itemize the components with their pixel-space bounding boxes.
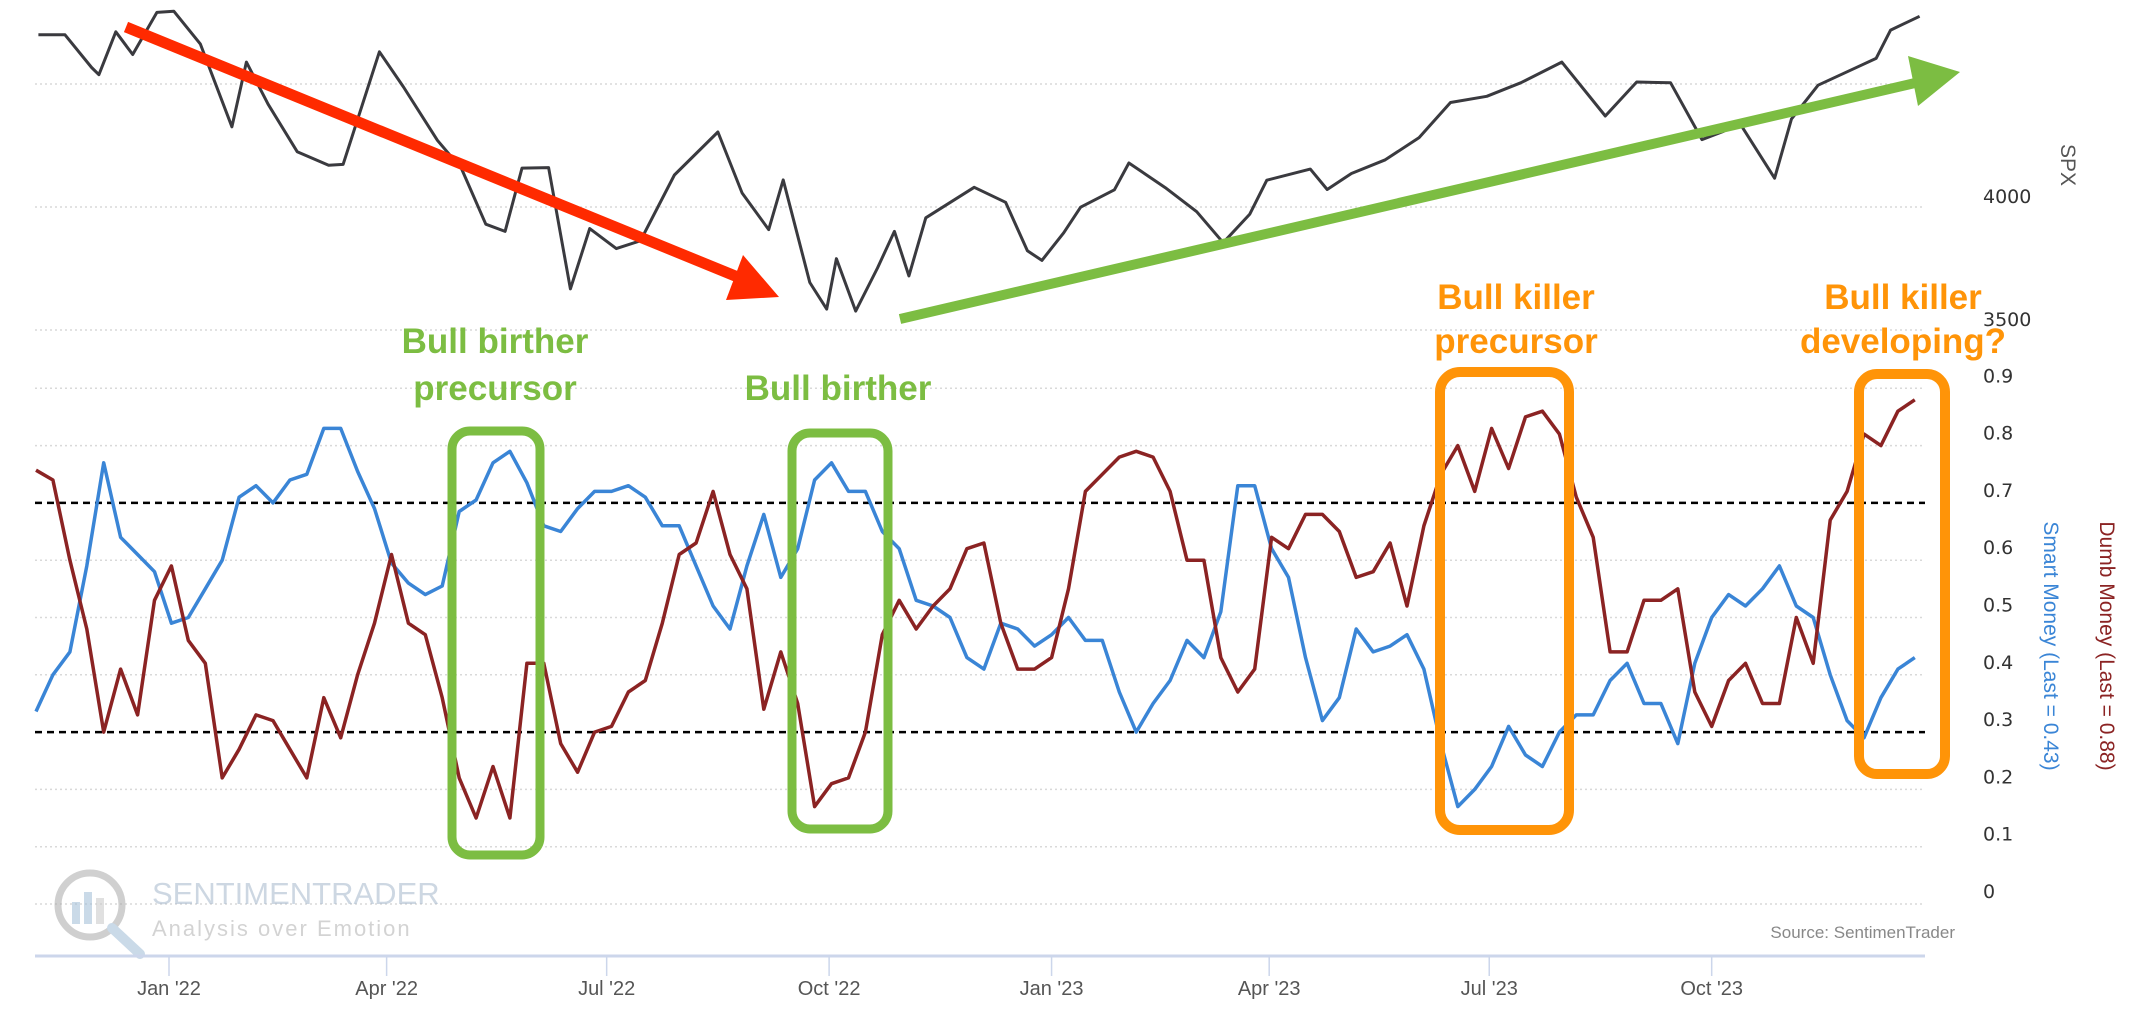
uptrend-arrow <box>898 56 1960 324</box>
x-tick-label: Jul '23 <box>1461 978 1518 1000</box>
smart-money-line <box>34 426 1916 809</box>
sentiment-tick-label: 0.7 <box>1983 480 2013 502</box>
x-tick-label: Oct '23 <box>1680 978 1743 1000</box>
annotation-bull-birther-precursor-line1: Bull birther <box>402 322 589 361</box>
dumb-money-line <box>35 398 1916 820</box>
spx-tick-label: 3500 <box>1983 309 2031 331</box>
bull-birther-box <box>787 428 893 834</box>
annotation-bull-killer-precursor-line2: precursor <box>1434 322 1598 361</box>
sentiment-tick-label: 0.4 <box>1983 652 2013 674</box>
sentiment-tick-label: 0.3 <box>1983 709 2013 731</box>
sentiment-tick-label: 0.2 <box>1983 766 2013 788</box>
source-credit: Source: SentimenTrader <box>1770 923 1955 942</box>
x-tick-label: Jan '22 <box>137 978 201 1000</box>
sentiment-tick-label: 0.5 <box>1983 595 2013 617</box>
sentiment-tick-label: 0.6 <box>1983 537 2013 559</box>
bull-killer-precursor-box <box>1435 367 1574 835</box>
x-tick-label: Oct '22 <box>798 978 861 1000</box>
spx-line <box>38 9 1921 313</box>
annotation-bull-birther-precursor-line2: precursor <box>413 369 577 408</box>
logo-name: SENTIMENTRADER <box>152 876 440 911</box>
sentiment-tick-label: 0.9 <box>1983 365 2013 387</box>
sentiment-tick-label: 0 <box>1983 881 1995 903</box>
series-lines <box>34 9 1921 820</box>
x-tick-label: Apr '23 <box>1238 978 1301 1000</box>
y-axis-ticks: 4000 3500 0 0.1 0.2 0.3 0.4 0.5 0.6 0.7 0.8 0.9 <box>1983 186 2031 903</box>
gridlines <box>35 83 1925 905</box>
sentiment-tick-label: 0.8 <box>1983 423 2013 445</box>
bull-birther-precursor-box <box>447 426 545 860</box>
spx-axis-label: SPX <box>2056 144 2079 186</box>
downtrend-arrow <box>123 21 779 300</box>
logo-magnifier-icon <box>54 869 126 941</box>
x-tick-label: Jul '22 <box>578 978 635 1000</box>
sentimentrader-logo: SENTIMENTRADER Analysis over Emotion <box>54 869 440 959</box>
smart-money-axis-label: Smart Money (Last = 0.43) <box>2039 521 2062 770</box>
annotation-bull-killer-developing-line1: Bull killer <box>1824 278 1982 317</box>
logo-tagline: Analysis over Emotion <box>152 916 412 941</box>
bull-killer-developing-box <box>1854 369 1950 779</box>
annotation-bull-birther: Bull birther <box>745 369 932 408</box>
annotation-bull-killer-precursor-line1: Bull killer <box>1437 278 1595 317</box>
threshold-lines <box>35 501 1925 734</box>
dumb-money-axis-label: Dumb Money (Last = 0.88) <box>2095 521 2118 770</box>
x-tick-label: Apr '22 <box>355 978 418 1000</box>
sentiment-tick-label: 0.1 <box>1983 824 2013 846</box>
x-tick-label: Jan '23 <box>1020 978 1084 1000</box>
spx-tick-label: 4000 <box>1983 186 2031 208</box>
annotation-bull-killer-developing-line2: developing? <box>1800 322 2006 361</box>
x-axis-ticks: Jan '22 Apr '22 Jul '22 Oct '22 Jan '23 Apr '… <box>137 956 1743 1000</box>
